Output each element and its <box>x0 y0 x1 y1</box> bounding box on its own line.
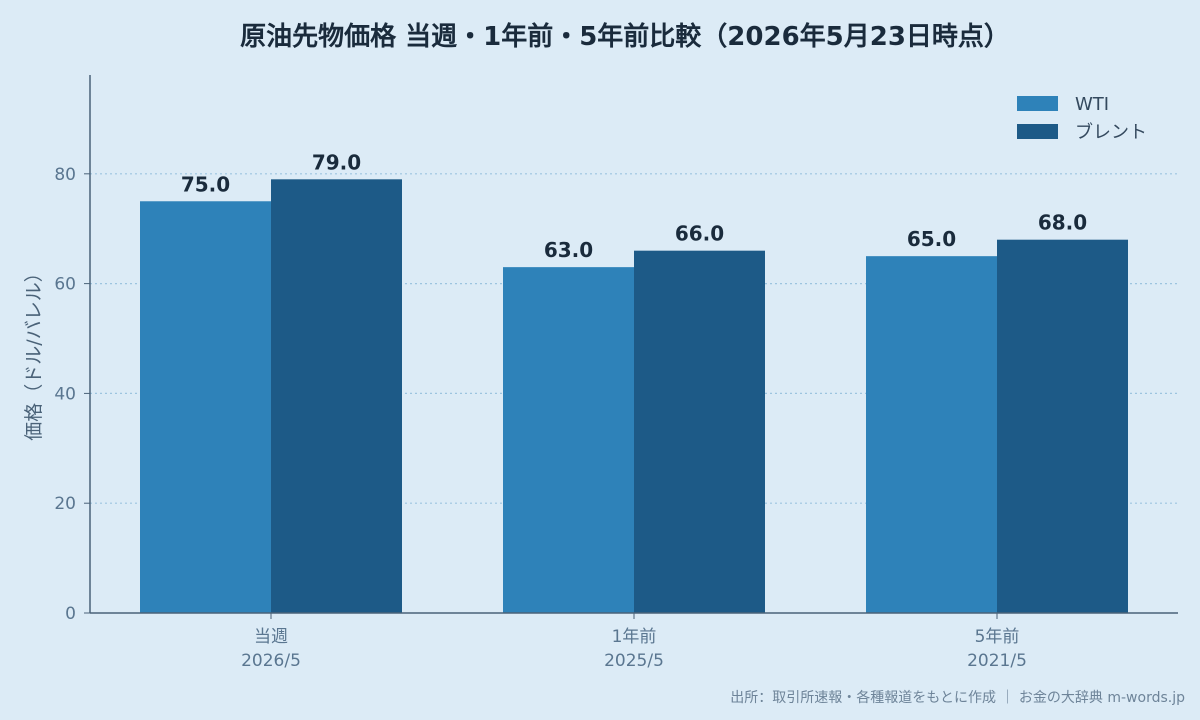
x-tick-label: 2026/5 <box>241 651 301 671</box>
x-tick-label: 2021/5 <box>967 651 1027 671</box>
x-tick-label: 1年前 <box>612 627 657 647</box>
y-tick-label: 80 <box>54 165 76 185</box>
y-axis-label: 価格（ドル/バレル） <box>23 263 45 440</box>
data-labels: 75.0 79.0 63.0 66.0 65.0 68.0 <box>181 150 1087 262</box>
bar <box>866 256 997 613</box>
data-label: 75.0 <box>181 172 230 196</box>
y-tick-label: 20 <box>54 494 76 514</box>
x-tick-label: 2025/5 <box>604 651 664 671</box>
bar <box>997 239 1128 613</box>
legend-label: WTI <box>1075 94 1109 115</box>
bars-group <box>140 179 1128 613</box>
data-label: 63.0 <box>544 238 593 262</box>
bar <box>634 250 765 613</box>
y-tick-label: 0 <box>65 604 76 624</box>
y-tick-label: 60 <box>54 275 76 295</box>
y-tick-label: 40 <box>54 384 76 404</box>
legend-label: ブレント <box>1075 121 1147 143</box>
bar <box>503 267 634 613</box>
legend: WTI ブレント <box>1017 94 1147 143</box>
source-note: 出所：取引所速報・各種報道をもとに作成 ｜ お金の大辞典 m-words.jp <box>730 690 1185 706</box>
chart-title: 原油先物価格 当週・1年前・5年前比較（2026年5月23日時点） <box>240 21 1010 52</box>
x-tick-label: 5年前 <box>975 627 1020 647</box>
bar <box>271 179 402 613</box>
y-ticks: 0 20 40 60 80 <box>54 165 90 624</box>
legend-swatch <box>1017 124 1058 139</box>
bar <box>140 201 271 613</box>
legend-swatch <box>1017 96 1058 111</box>
data-label: 65.0 <box>907 227 956 251</box>
data-label: 68.0 <box>1038 211 1087 235</box>
data-label: 79.0 <box>312 150 361 174</box>
data-label: 66.0 <box>675 222 724 246</box>
x-categories: 当週 2026/5 1年前 2025/5 5年前 2021/5 <box>241 613 1027 671</box>
x-tick-label: 当週 <box>254 627 288 647</box>
